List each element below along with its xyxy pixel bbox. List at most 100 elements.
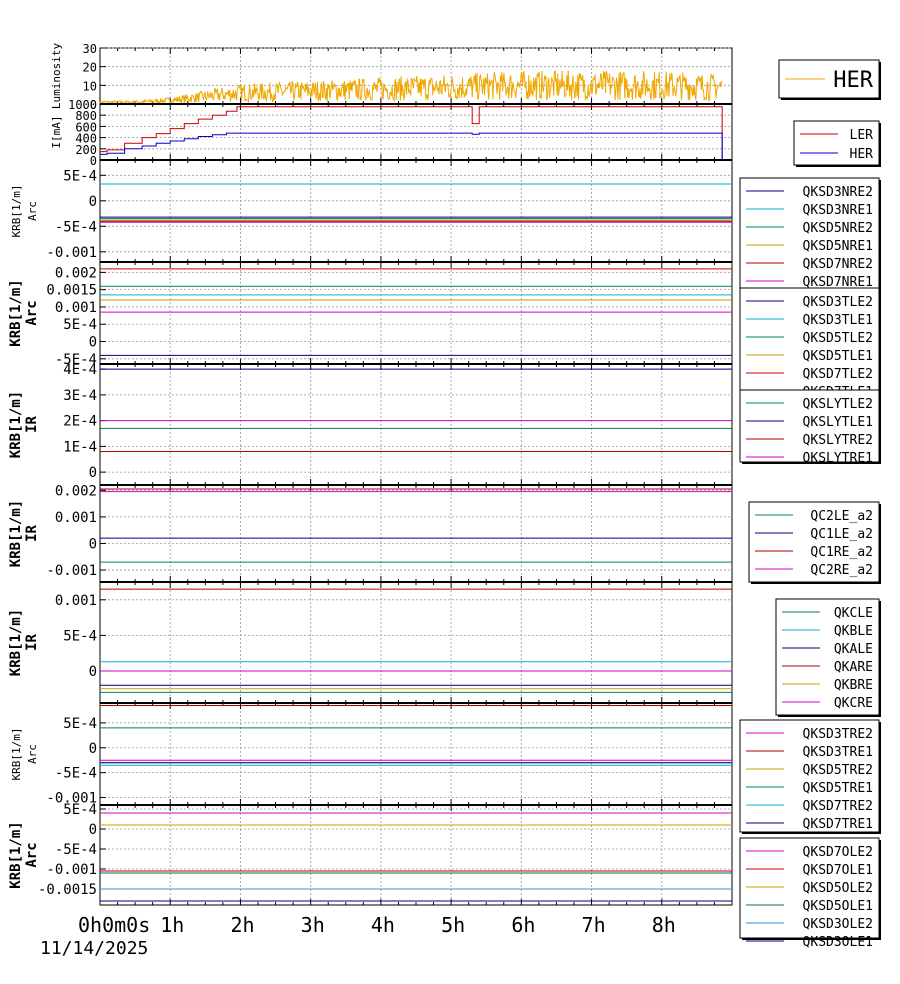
y-tick-label: 0 [89,664,97,680]
y-tick-label: 0.0015 [46,283,97,299]
legend-label: QKSD3NRE2 [803,185,873,200]
legend-label: QKSD7NRE1 [803,275,873,290]
y-tick-label: -5E-4 [55,766,97,782]
x-tick-label: 1h [160,913,184,937]
y-axis-label-2: Arc [24,842,40,867]
legend-label: QKCLE [834,606,873,621]
panel-frame [99,804,733,906]
legend-label: QKSD7OLE2 [803,845,873,860]
legend-label: QKSD7TRE1 [803,817,873,832]
legend-label: QKSD3OLE2 [803,917,873,932]
legend-box [775,598,880,716]
y-axis-label: Luminosity [50,43,63,110]
y-tick-label: 0.001 [55,510,97,526]
legend-label: QKCRE [834,696,873,711]
y-tick-label: -5E-4 [55,219,97,235]
legend-label: QKSLYTRE1 [803,451,873,466]
legend-label: QKSD5TLE1 [803,349,873,364]
y-tick-label: 0.002 [55,483,97,499]
legend-label: QKSLYTLE1 [803,415,873,430]
x-tick-label: 2h [230,913,254,937]
y-tick-label: 0 [89,335,97,351]
series-line-HER [100,132,723,160]
legend-panel-1: HER [778,59,881,100]
legend-label: QKSD5NRE2 [803,221,873,236]
y-tick-label: -0.001 [46,563,97,579]
legend-label: QKSD3OLE1 [803,935,873,950]
y-tick-label: 5E-4 [63,628,97,644]
legend-label: QKSLYTLE2 [803,397,873,412]
legend-label: QKSD7NRE2 [803,257,873,272]
y-axis-label: KRB[1/m] [8,821,24,888]
legend-label: QC2LE_a2 [810,509,873,524]
legend-panel-5: QKSLYTLE2 QKSLYTLE1 QKSLYTRE2 QKSLYTRE1 [739,389,881,466]
y-tick-label: 200 [75,143,97,157]
y-tick-label: -0.001 [46,862,97,878]
legend-label: QKSD7OLE1 [803,863,873,878]
y-tick-label: -0.001 [46,245,97,261]
y-tick-label: 0.001 [55,300,97,316]
y-axis-label-2: IR [24,525,40,542]
y-axis-label: KRB[1/m] [10,728,23,781]
legend-label: QKBLE [834,624,873,639]
panel-frame [99,363,733,486]
y-axis-label-2: IR [24,416,40,433]
legend-label: QKSD7TRE2 [803,799,873,814]
series-line-HER [99,69,722,105]
y-tick-label: 10 [83,79,97,93]
legend-label: QC1RE_a2 [810,545,873,560]
legend-panel-4: QKSD3TLE2 QKSD3TLE1 QKSD5TLE2 QKSD5TLE1 QKSD… [739,287,881,402]
legend-label: HER [833,68,873,93]
y-tick-label: -5E-4 [55,352,97,368]
legend-box [739,287,880,401]
legend-label: LER [850,128,874,143]
panel-6: 0.002 0.001 0 -0.001 KRB[1/m] IR [8,483,733,583]
y-axis-label: KRB[1/m] [8,279,24,346]
legend-box [739,389,880,463]
panel-frame [99,103,733,161]
y-tick-label: 0 [89,536,97,552]
x-tick-label: 7h [582,913,606,937]
legend-panel-7: QKCLE QKBLE QKALE QKARE QKBRE QKCRE [775,598,881,717]
x-tick-label: 3h [301,913,325,937]
legend-label: QKSD3TRE2 [803,727,873,742]
panel-7: 0.001 5E-4 0 KRB[1/m] IR [8,581,733,704]
legend-label: QKSD3TLE1 [803,313,873,328]
panel-frame [99,484,733,583]
y-tick-label: 400 [75,132,97,146]
x-tick-label: 4h [371,913,395,937]
legend-label: QKSLYTRE2 [803,433,873,448]
series-line-LER [100,106,723,160]
legend-label: QKSD3TLE2 [803,295,873,310]
legend-panel-9: QKSD7OLE2 QKSD7OLE1 QKSD5OLE2 QKSD5OLE1 QKSD… [739,837,881,950]
x-tick-label: 0h0m0s [78,913,150,937]
y-axis-label: KRB[1/m] [8,391,24,458]
y-tick-label: 5E-4 [63,168,97,184]
y-tick-label: 0 [89,465,97,481]
y-tick-label: 5E-4 [63,716,97,732]
x-tick-label: 6h [511,913,535,937]
legend-label: QKSD5TLE2 [803,331,873,346]
legend-label: QKSD3NRE1 [803,203,873,218]
legend-label: HER [850,147,874,162]
y-tick-label: 3E-4 [63,388,97,404]
legend-box [739,719,880,833]
y-axis-label-2: Arc [26,744,39,764]
legend-label: QKSD3TRE1 [803,745,873,760]
y-axis-label: I[mA] [50,115,63,148]
panel-5: 4E-4 3E-4 2E-4 1E-4 0 KRB[1/m] IR [8,362,733,486]
y-tick-label: 20 [83,61,97,75]
legend-label: QKALE [834,642,873,657]
y-tick-label: 1E-4 [63,439,97,455]
legend-label: QKBRE [834,678,873,693]
y-axis-label-2: IR [24,634,40,651]
y-tick-label: 5E-4 [63,317,97,333]
panel-8: 5E-4 0 -5E-4 -0.001 KRB[1/m] Arc [10,702,733,807]
panel-frame [99,702,733,806]
legend-box [739,177,880,291]
y-tick-label: 0 [89,194,97,210]
legend-label: QC1LE_a2 [810,527,873,542]
